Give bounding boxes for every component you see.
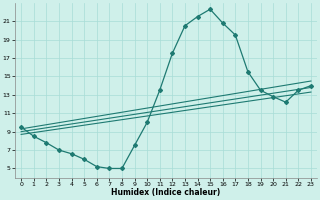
X-axis label: Humidex (Indice chaleur): Humidex (Indice chaleur): [111, 188, 221, 197]
